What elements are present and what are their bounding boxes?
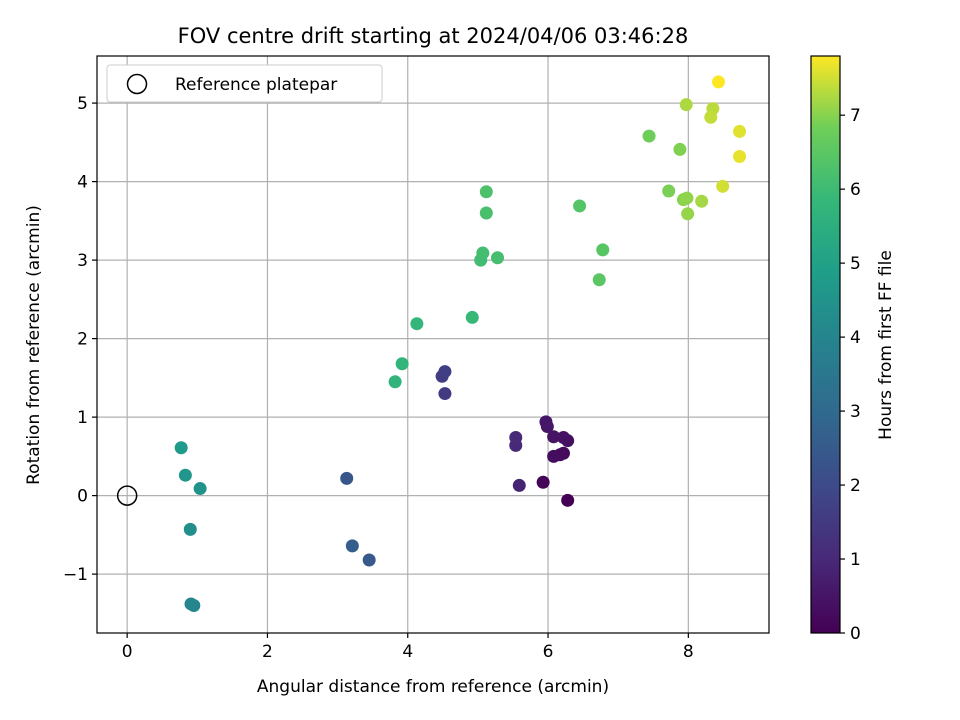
colorbar-ticks: 0 1 2 3 4 5 6 7 <box>840 106 861 644</box>
data-point <box>561 493 575 507</box>
data-point <box>573 199 587 213</box>
data-point <box>642 129 656 143</box>
data-point <box>509 431 523 445</box>
colorbar-tick-label: 4 <box>850 328 861 348</box>
data-point <box>388 375 402 389</box>
data-point <box>681 207 695 221</box>
data-point <box>183 522 197 536</box>
data-point <box>673 142 687 156</box>
legend-marker <box>126 73 148 95</box>
data-point <box>733 149 747 163</box>
x-axis-ticks: 0 2 4 6 8 <box>122 633 694 662</box>
y-tick-label: 5 <box>77 94 88 114</box>
data-point <box>711 75 725 89</box>
y-tick-label: 2 <box>77 330 88 350</box>
x-tick-label: 0 <box>122 642 133 662</box>
data-point <box>596 243 610 257</box>
colorbar-tick-label: 1 <box>850 550 861 570</box>
reference-marker <box>116 485 138 506</box>
y-tick-label: 1 <box>77 408 88 428</box>
data-point <box>362 553 376 567</box>
data-point <box>491 251 505 265</box>
colorbar-gradient <box>810 55 841 634</box>
y-tick-label: 3 <box>77 251 88 271</box>
data-point <box>547 430 561 444</box>
data-point <box>479 185 493 199</box>
y-axis-label: Rotation from reference (arcmin) <box>24 205 44 485</box>
data-point <box>345 539 359 553</box>
data-point <box>410 317 424 331</box>
data-point <box>695 194 709 208</box>
legend-box <box>106 64 383 103</box>
data-point <box>395 357 409 371</box>
x-tick-label: 4 <box>402 642 413 662</box>
data-point <box>479 206 493 220</box>
colorbar: 0 1 2 3 4 5 6 7 Hours from first FF file <box>810 55 896 644</box>
x-axis-label: Angular distance from reference (arcmin) <box>257 677 609 697</box>
data-point <box>662 184 676 198</box>
legend: Reference platepar <box>106 64 383 103</box>
colorbar-tick-label: 0 <box>850 624 861 644</box>
x-tick-label: 6 <box>543 642 554 662</box>
data-point <box>716 179 730 193</box>
data-point <box>340 471 354 485</box>
colorbar-tick-label: 2 <box>850 476 861 496</box>
colorbar-label: Hours from first FF file <box>876 250 896 440</box>
y-tick-label: −1 <box>63 565 88 585</box>
points-layer <box>174 75 747 613</box>
data-point <box>184 597 198 611</box>
data-point <box>465 310 479 324</box>
data-point <box>174 441 188 455</box>
reference-layer <box>116 485 138 506</box>
colorbar-tick-label: 5 <box>850 254 861 274</box>
data-point <box>680 191 694 205</box>
data-point <box>704 110 718 124</box>
data-point <box>592 273 606 287</box>
x-tick-label: 2 <box>262 642 273 662</box>
colorbar-tick-label: 7 <box>850 106 861 126</box>
y-tick-label: 0 <box>77 487 88 507</box>
data-point <box>733 124 747 138</box>
data-point <box>547 449 561 463</box>
y-tick-label: 4 <box>77 173 88 193</box>
data-point <box>556 431 570 445</box>
data-point <box>193 482 207 496</box>
data-point <box>679 98 693 112</box>
plot-area-frame <box>96 55 770 634</box>
legend-label: Reference platepar <box>175 75 337 95</box>
data-point <box>512 478 526 492</box>
data-point <box>476 246 490 260</box>
data-point <box>438 365 452 379</box>
data-point <box>178 468 192 482</box>
colorbar-tick-label: 3 <box>850 402 861 422</box>
y-axis-ticks: −1 0 1 2 3 4 5 <box>63 94 97 585</box>
chart-title: FOV centre drift starting at 2024/04/06 … <box>178 24 689 48</box>
data-point <box>438 387 452 401</box>
grid-layer <box>97 56 769 633</box>
data-point <box>536 475 550 489</box>
x-tick-label: 8 <box>683 642 694 662</box>
colorbar-tick-label: 6 <box>850 180 861 200</box>
data-point <box>539 415 553 429</box>
